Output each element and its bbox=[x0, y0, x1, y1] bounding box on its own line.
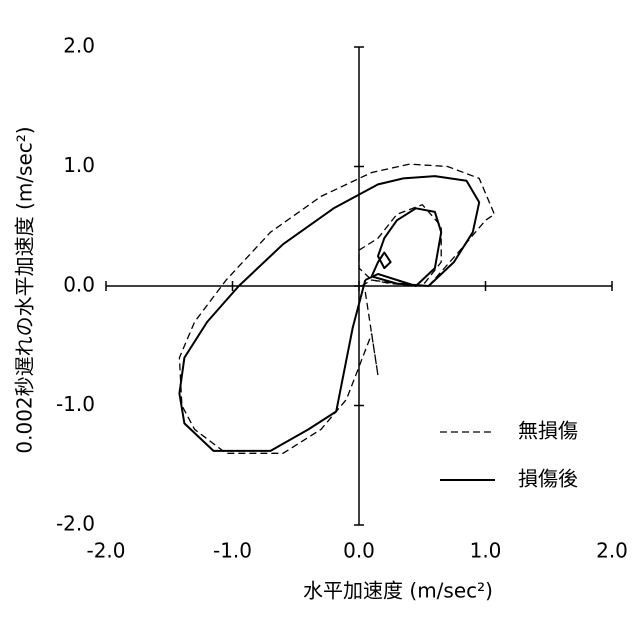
x-tick-label: -2.0 bbox=[86, 539, 125, 563]
x-tick-label: 1.0 bbox=[470, 539, 502, 563]
x-tick-label: 0.0 bbox=[343, 539, 375, 563]
x-axis-title: 水平加速度 (m/sec²) bbox=[303, 579, 493, 603]
legend-label: 損傷後 bbox=[518, 467, 578, 491]
y-tick-label: -2.0 bbox=[56, 512, 95, 536]
chart: 水平加速度 (m/sec²) 0.002秒遅れの水平加速度 (m/sec²) -… bbox=[0, 0, 640, 640]
y-tick-label: 1.0 bbox=[63, 153, 95, 177]
legend-label: 無損傷 bbox=[518, 419, 578, 443]
y-tick-label: -1.0 bbox=[56, 392, 95, 416]
y-tick-label: 0.0 bbox=[63, 273, 95, 297]
x-tick-label: -1.0 bbox=[213, 539, 252, 563]
y-tick-label: 2.0 bbox=[63, 34, 95, 58]
x-tick-label: 2.0 bbox=[596, 539, 628, 563]
y-axis-title: 0.002秒遅れの水平加速度 (m/sec²) bbox=[13, 126, 37, 453]
series-line bbox=[179, 176, 479, 451]
